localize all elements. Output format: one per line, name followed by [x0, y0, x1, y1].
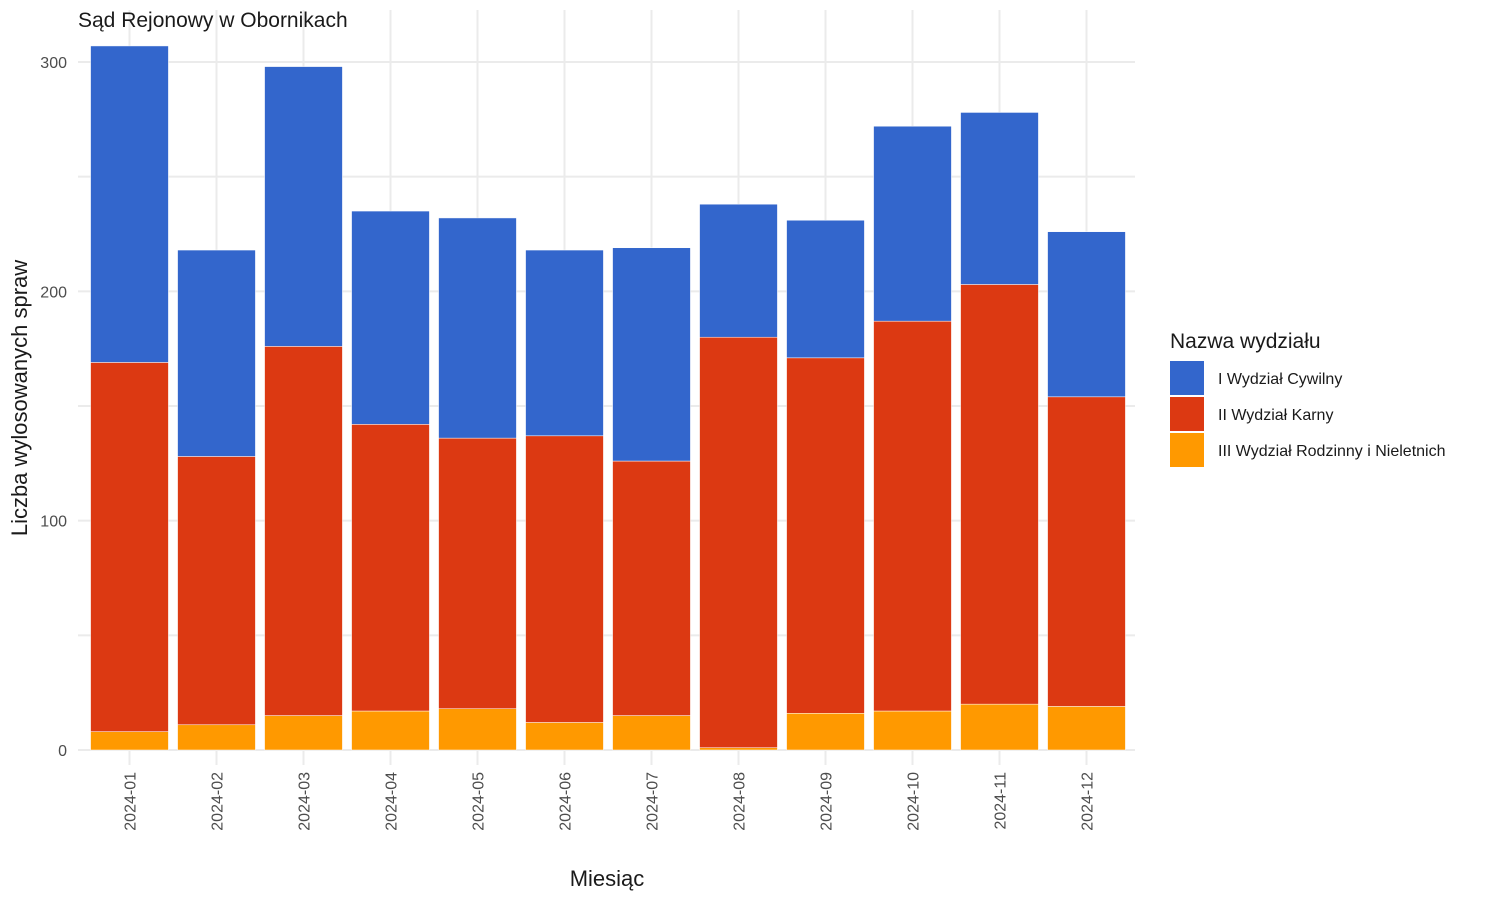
x-tick-label: 2024-06 [558, 772, 575, 831]
legend-swatch [1170, 433, 1204, 467]
bar-2024-07-series-3 [612, 715, 691, 751]
bar-2024-10-series-2 [873, 320, 952, 712]
x-tick-label: 2024-01 [123, 772, 140, 831]
bar-2024-08-series-3 [699, 747, 778, 751]
y-tick-label: 300 [40, 55, 67, 72]
chart-title: Sąd Rejonowy w Obornikach [78, 9, 348, 32]
bar-2024-03-series-1 [264, 66, 343, 347]
legend-label: I Wydział Cywilny [1218, 371, 1342, 388]
x-tick-label: 2024-12 [1080, 772, 1097, 831]
bar-2024-01-series-2 [90, 362, 169, 732]
bar-2024-12-series-2 [1047, 396, 1126, 707]
x-tick-label: 2024-02 [210, 772, 227, 831]
bar-2024-11-series-2 [960, 284, 1039, 705]
bars [90, 45, 1126, 751]
legend-swatch [1170, 397, 1204, 431]
bar-2024-08-series-1 [699, 203, 778, 338]
bar-2024-05-series-1 [438, 217, 517, 439]
bar-2024-12-series-1 [1047, 231, 1126, 398]
y-tick-label: 100 [40, 514, 67, 531]
bar-2024-11-series-3 [960, 703, 1039, 751]
bar-2024-11-series-1 [960, 112, 1039, 285]
bar-2024-04-series-2 [351, 424, 430, 712]
bar-2024-01-series-3 [90, 731, 169, 751]
bar-2024-07-series-2 [612, 460, 691, 716]
bar-2024-04-series-1 [351, 210, 430, 425]
bar-2024-09-series-2 [786, 357, 865, 714]
bar-2024-04-series-3 [351, 710, 430, 751]
bar-2024-06-series-1 [525, 249, 604, 437]
bar-2024-05-series-2 [438, 437, 517, 709]
bar-2024-09-series-3 [786, 713, 865, 751]
bar-2024-10-series-3 [873, 710, 952, 751]
y-tick-label: 0 [58, 743, 67, 760]
bar-2024-09-series-1 [786, 219, 865, 359]
bar-2024-03-series-3 [264, 715, 343, 751]
legend-label: II Wydział Karny [1218, 407, 1333, 424]
y-axis-title: Liczba wylosowanych spraw [7, 260, 32, 536]
bar-2024-12-series-3 [1047, 706, 1126, 751]
bar-2024-06-series-2 [525, 435, 604, 723]
bar-2024-02-series-2 [177, 456, 256, 726]
bar-2024-01-series-1 [90, 45, 169, 363]
legend-items: I Wydział Cywilny II Wydział Karny III Wyd… [1170, 361, 1446, 467]
x-tick-label: 2024-04 [384, 772, 401, 831]
x-tick-label: 2024-10 [906, 772, 923, 831]
bar-2024-03-series-2 [264, 346, 343, 716]
bar-2024-06-series-3 [525, 722, 604, 751]
legend-title: Nazwa wydziału [1170, 330, 1321, 353]
x-axis-title: Miesiąc [570, 866, 645, 891]
y-tick-label: 200 [40, 284, 67, 301]
bar-2024-05-series-3 [438, 708, 517, 751]
y-axis-ticks: 0 100 200 300 [40, 55, 67, 760]
bar-2024-02-series-1 [177, 249, 256, 457]
legend-label: III Wydział Rodzinny i Nieletnich [1218, 443, 1446, 460]
x-tick-label: 2024-08 [732, 772, 749, 831]
legend: Nazwa wydziału I Wydział Cywilny II Wydzi… [1170, 330, 1446, 467]
legend-swatch [1170, 361, 1204, 395]
x-tick-label: 2024-09 [819, 772, 836, 831]
x-tick-label: 2024-07 [645, 772, 662, 831]
x-tick-label: 2024-03 [297, 772, 314, 831]
bar-2024-02-series-3 [177, 724, 256, 751]
x-axis-ticks: 2024-01 2024-02 2024-03 2024-04 2024-05 2024-… [123, 772, 1097, 831]
x-tick-label: 2024-05 [471, 772, 488, 831]
bar-2024-10-series-1 [873, 125, 952, 322]
bar-2024-07-series-1 [612, 247, 691, 462]
bar-2024-08-series-2 [699, 336, 778, 748]
x-tick-label: 2024-11 [993, 772, 1010, 830]
